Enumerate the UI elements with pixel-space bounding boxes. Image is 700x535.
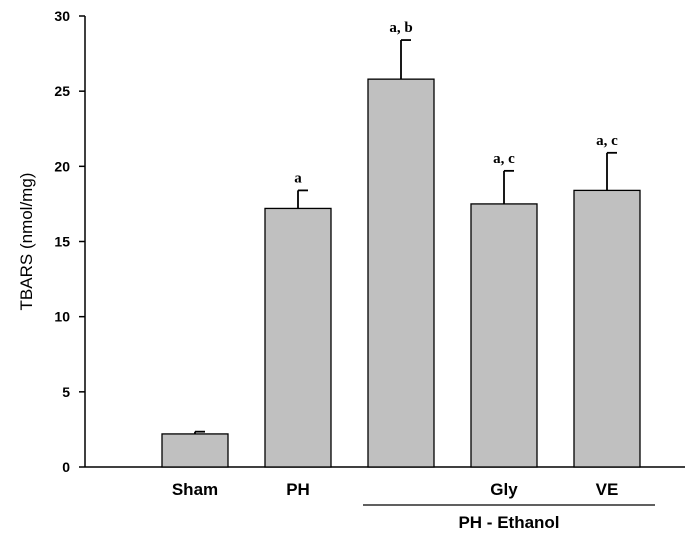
y-tick-label: 25 xyxy=(54,83,70,99)
category-label: PH xyxy=(286,480,310,499)
bar xyxy=(470,203,538,468)
category-labels: Sham PH Gly VE xyxy=(172,480,618,499)
bar xyxy=(161,433,229,468)
category-label: Sham xyxy=(172,480,218,499)
y-tick-label: 0 xyxy=(62,459,70,475)
category-label: VE xyxy=(596,480,619,499)
y-tick-label: 10 xyxy=(54,309,70,325)
bar xyxy=(264,207,332,468)
category-label: Gly xyxy=(490,480,518,499)
group-label: PH - Ethanol xyxy=(458,513,559,532)
bar xyxy=(367,78,435,468)
y-axis: 0 5 10 15 20 25 30 xyxy=(54,8,86,475)
group-bracket: PH - Ethanol xyxy=(363,504,655,532)
y-tick-label: 30 xyxy=(54,8,70,24)
significance-label: a xyxy=(294,170,302,186)
bar xyxy=(573,189,641,468)
y-tick-label: 15 xyxy=(54,234,70,250)
y-tick-label: 20 xyxy=(54,158,70,174)
bars xyxy=(161,78,641,468)
y-axis-title: TBARS (nmol/mg) xyxy=(17,173,36,311)
significance-labels: a a, b a, c a, c xyxy=(294,20,618,186)
significance-label: a, b xyxy=(389,20,412,36)
error-bars xyxy=(194,39,617,434)
significance-label: a, c xyxy=(493,151,515,167)
y-tick-label: 5 xyxy=(62,384,70,400)
significance-label: a, c xyxy=(596,133,618,149)
